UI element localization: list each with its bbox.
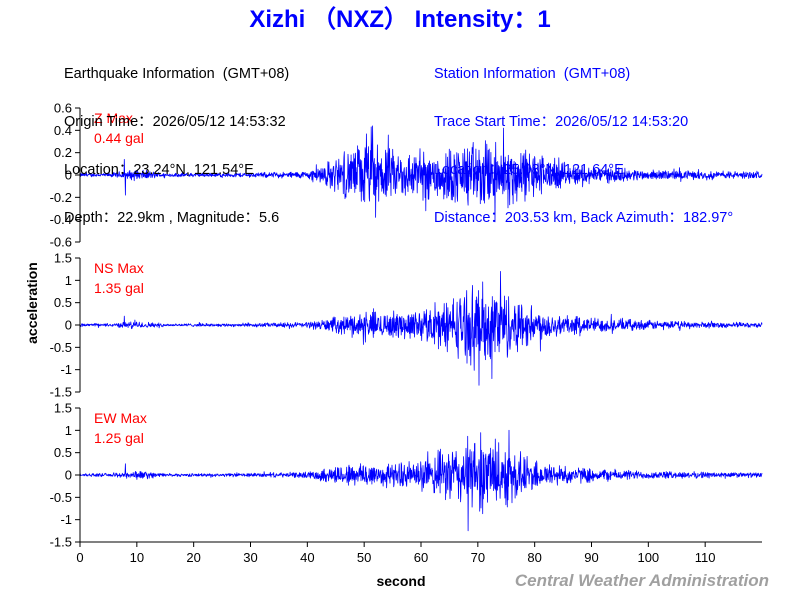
ew-y-tick-label: -1 <box>60 512 72 527</box>
x-tick-label: 0 <box>76 550 83 565</box>
panel-ns: -1.5 -1 -0.5 0 0.5 1 1.5 NS Max 1.35 gal <box>50 251 763 400</box>
x-tick-label: 30 <box>243 550 257 565</box>
ns-max-value: 1.35 gal <box>94 280 144 296</box>
depth-magnitude: Depth：22.9km , Magnitude：5.6 <box>64 210 280 226</box>
z-y-tick-label: -0.6 <box>50 235 72 250</box>
ns-y-tick-label: 1 <box>65 273 72 288</box>
trace-start-time: Trace Start Time：2026/05/12 14:53:20 <box>434 114 689 130</box>
ns-y-tick-label: 1.5 <box>54 251 72 266</box>
z-y-tick-label: 0.6 <box>54 101 72 116</box>
ns-y-tick-label: 0 <box>65 318 72 333</box>
z-trace <box>79 125 763 223</box>
ns-max-label: NS Max <box>94 260 144 276</box>
x-tick-label: 70 <box>471 550 485 565</box>
x-tick-label: 10 <box>130 550 144 565</box>
x-tick-label: 60 <box>414 550 428 565</box>
z-y-tick-label: 0.4 <box>54 123 72 138</box>
ns-y-tick-label: -1.5 <box>50 385 72 400</box>
ew-y-tick-label: 1.5 <box>54 401 72 416</box>
panel-ew: -1.5 -1 -0.5 0 0.5 1 1.5 EW Max 1.25 gal <box>50 401 763 550</box>
ew-y-tick-label: 0 <box>65 468 72 483</box>
ns-y-tick-label: -1 <box>60 362 72 377</box>
ns-y-tick-label: -0.5 <box>50 340 72 355</box>
x-tick-label: 110 <box>695 550 716 565</box>
origin-time: Origin Time：2026/05/12 14:53:32 <box>64 114 286 130</box>
earthquake-info: Earthquake Information (GMT+08) Origin T… <box>64 34 289 242</box>
z-y-tick-label: 0 <box>65 168 72 183</box>
x-tick-label: 100 <box>637 550 659 565</box>
ew-y-tick-label: -1.5 <box>50 535 72 550</box>
station-distance: Distance：203.53 km, Back Azimuth：182.97° <box>434 210 734 226</box>
station-info-heading: Station Information (GMT+08) <box>434 66 631 82</box>
ew-max-label: EW Max <box>94 410 147 426</box>
ew-y-tick-label: 1 <box>65 423 72 438</box>
z-max-value: 0.44 gal <box>94 130 144 146</box>
x-axis-label: second <box>376 573 425 589</box>
ew-y-tick-label: 0.5 <box>54 445 72 460</box>
station-location: Location：25.08°N, 121.64°E <box>434 162 624 178</box>
panel-z: -0.6 -0.4 -0.2 0 0.2 0.4 0.6 Z Max 0.44 gal <box>50 101 763 250</box>
chart-title: Xizhi （NXZ） Intensity：1 <box>249 6 550 33</box>
z-y-tick-label: -0.4 <box>50 212 72 227</box>
z-y-tick-label: -0.2 <box>50 190 72 205</box>
credit-text: Central Weather Administration <box>515 571 769 590</box>
ew-trace <box>79 429 763 532</box>
x-tick-label: 80 <box>527 550 541 565</box>
ns-y-tick-label: 0.5 <box>54 295 72 310</box>
z-y-tick-label: 0.2 <box>54 145 72 160</box>
y-axis-label: acceleration <box>24 262 40 344</box>
ns-trace <box>79 270 763 386</box>
x-axis: 0 10 20 30 40 50 60 70 80 90 100 110 <box>76 541 762 565</box>
x-tick-label: 50 <box>357 550 371 565</box>
epicenter-location: Location：23.24°N, 121.54°E <box>64 162 254 178</box>
x-tick-label: 40 <box>300 550 314 565</box>
station-info: Station Information (GMT+08) Trace Start… <box>434 34 733 242</box>
z-max-label: Z Max <box>94 110 133 126</box>
ew-max-value: 1.25 gal <box>94 430 144 446</box>
earthquake-info-heading: Earthquake Information (GMT+08) <box>64 66 290 82</box>
x-tick-label: 90 <box>584 550 598 565</box>
ew-y-tick-label: -0.5 <box>50 490 72 505</box>
x-tick-label: 20 <box>186 550 200 565</box>
